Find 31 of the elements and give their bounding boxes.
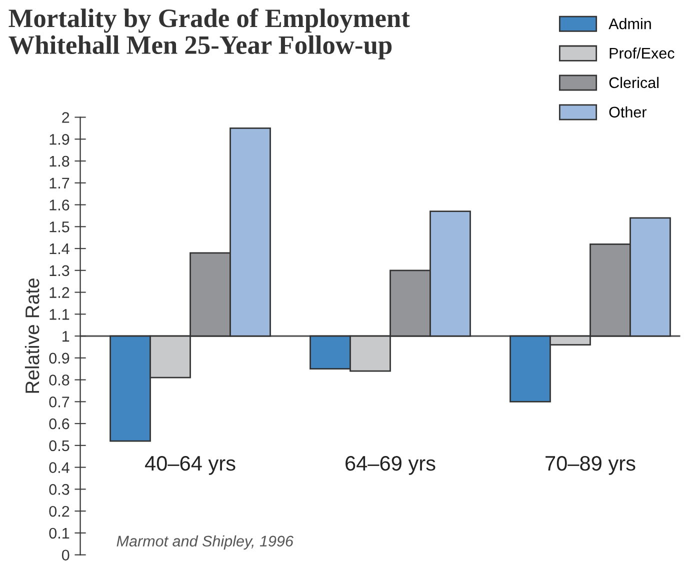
y-tick-label: 0.5: [49, 440, 70, 452]
y-axis-title: Relative Rate: [24, 278, 40, 393]
y-tick-label: 1.2: [50, 287, 70, 298]
y-tick-label: 0.1: [49, 528, 70, 539]
chart-title: Mortality by Grade of Employment Whitehall Men 25-Year Follow-up: [8, 8, 410, 60]
annotation: Marmot and Shipley, 1996: [116, 535, 294, 550]
y-tick-label: 1: [62, 331, 70, 342]
y-tick-label: 1.1: [50, 309, 70, 320]
legend-label: Other: [609, 106, 647, 118]
y-tick-label: 1.7: [50, 178, 70, 188]
y-tick-label: 0.8: [49, 374, 70, 386]
y-tick-label: 2: [62, 112, 70, 123]
y-tick-label: 0.3: [49, 484, 70, 495]
x-tick-label: 40–64 yrs: [145, 456, 236, 475]
y-tick-label: 0.4: [49, 462, 70, 473]
y-tick-label: 0.2: [49, 506, 70, 517]
legend-label: Prof/Exec: [610, 47, 674, 59]
y-tick-label: 0.7: [49, 396, 70, 408]
y-tick-label: 1.6: [50, 200, 70, 210]
y-tick-label: 1.8: [50, 156, 70, 167]
y-tick-label: 1.5: [50, 222, 70, 232]
y-tick-label: 0.6: [49, 418, 70, 430]
y-tick-label: 1.4: [50, 244, 70, 254]
x-tick-label: 70–89 yrs: [546, 456, 636, 475]
y-tick-label: 0: [62, 550, 70, 561]
x-tick-label: 64–69 yrs: [346, 456, 436, 475]
y-tick-label: 1.3: [50, 265, 70, 276]
legend-label: Clerical: [609, 76, 658, 88]
y-tick-label: 0.9: [49, 352, 70, 364]
y-tick-label: 1.9: [50, 134, 70, 145]
legend-label: Admin: [608, 18, 651, 30]
